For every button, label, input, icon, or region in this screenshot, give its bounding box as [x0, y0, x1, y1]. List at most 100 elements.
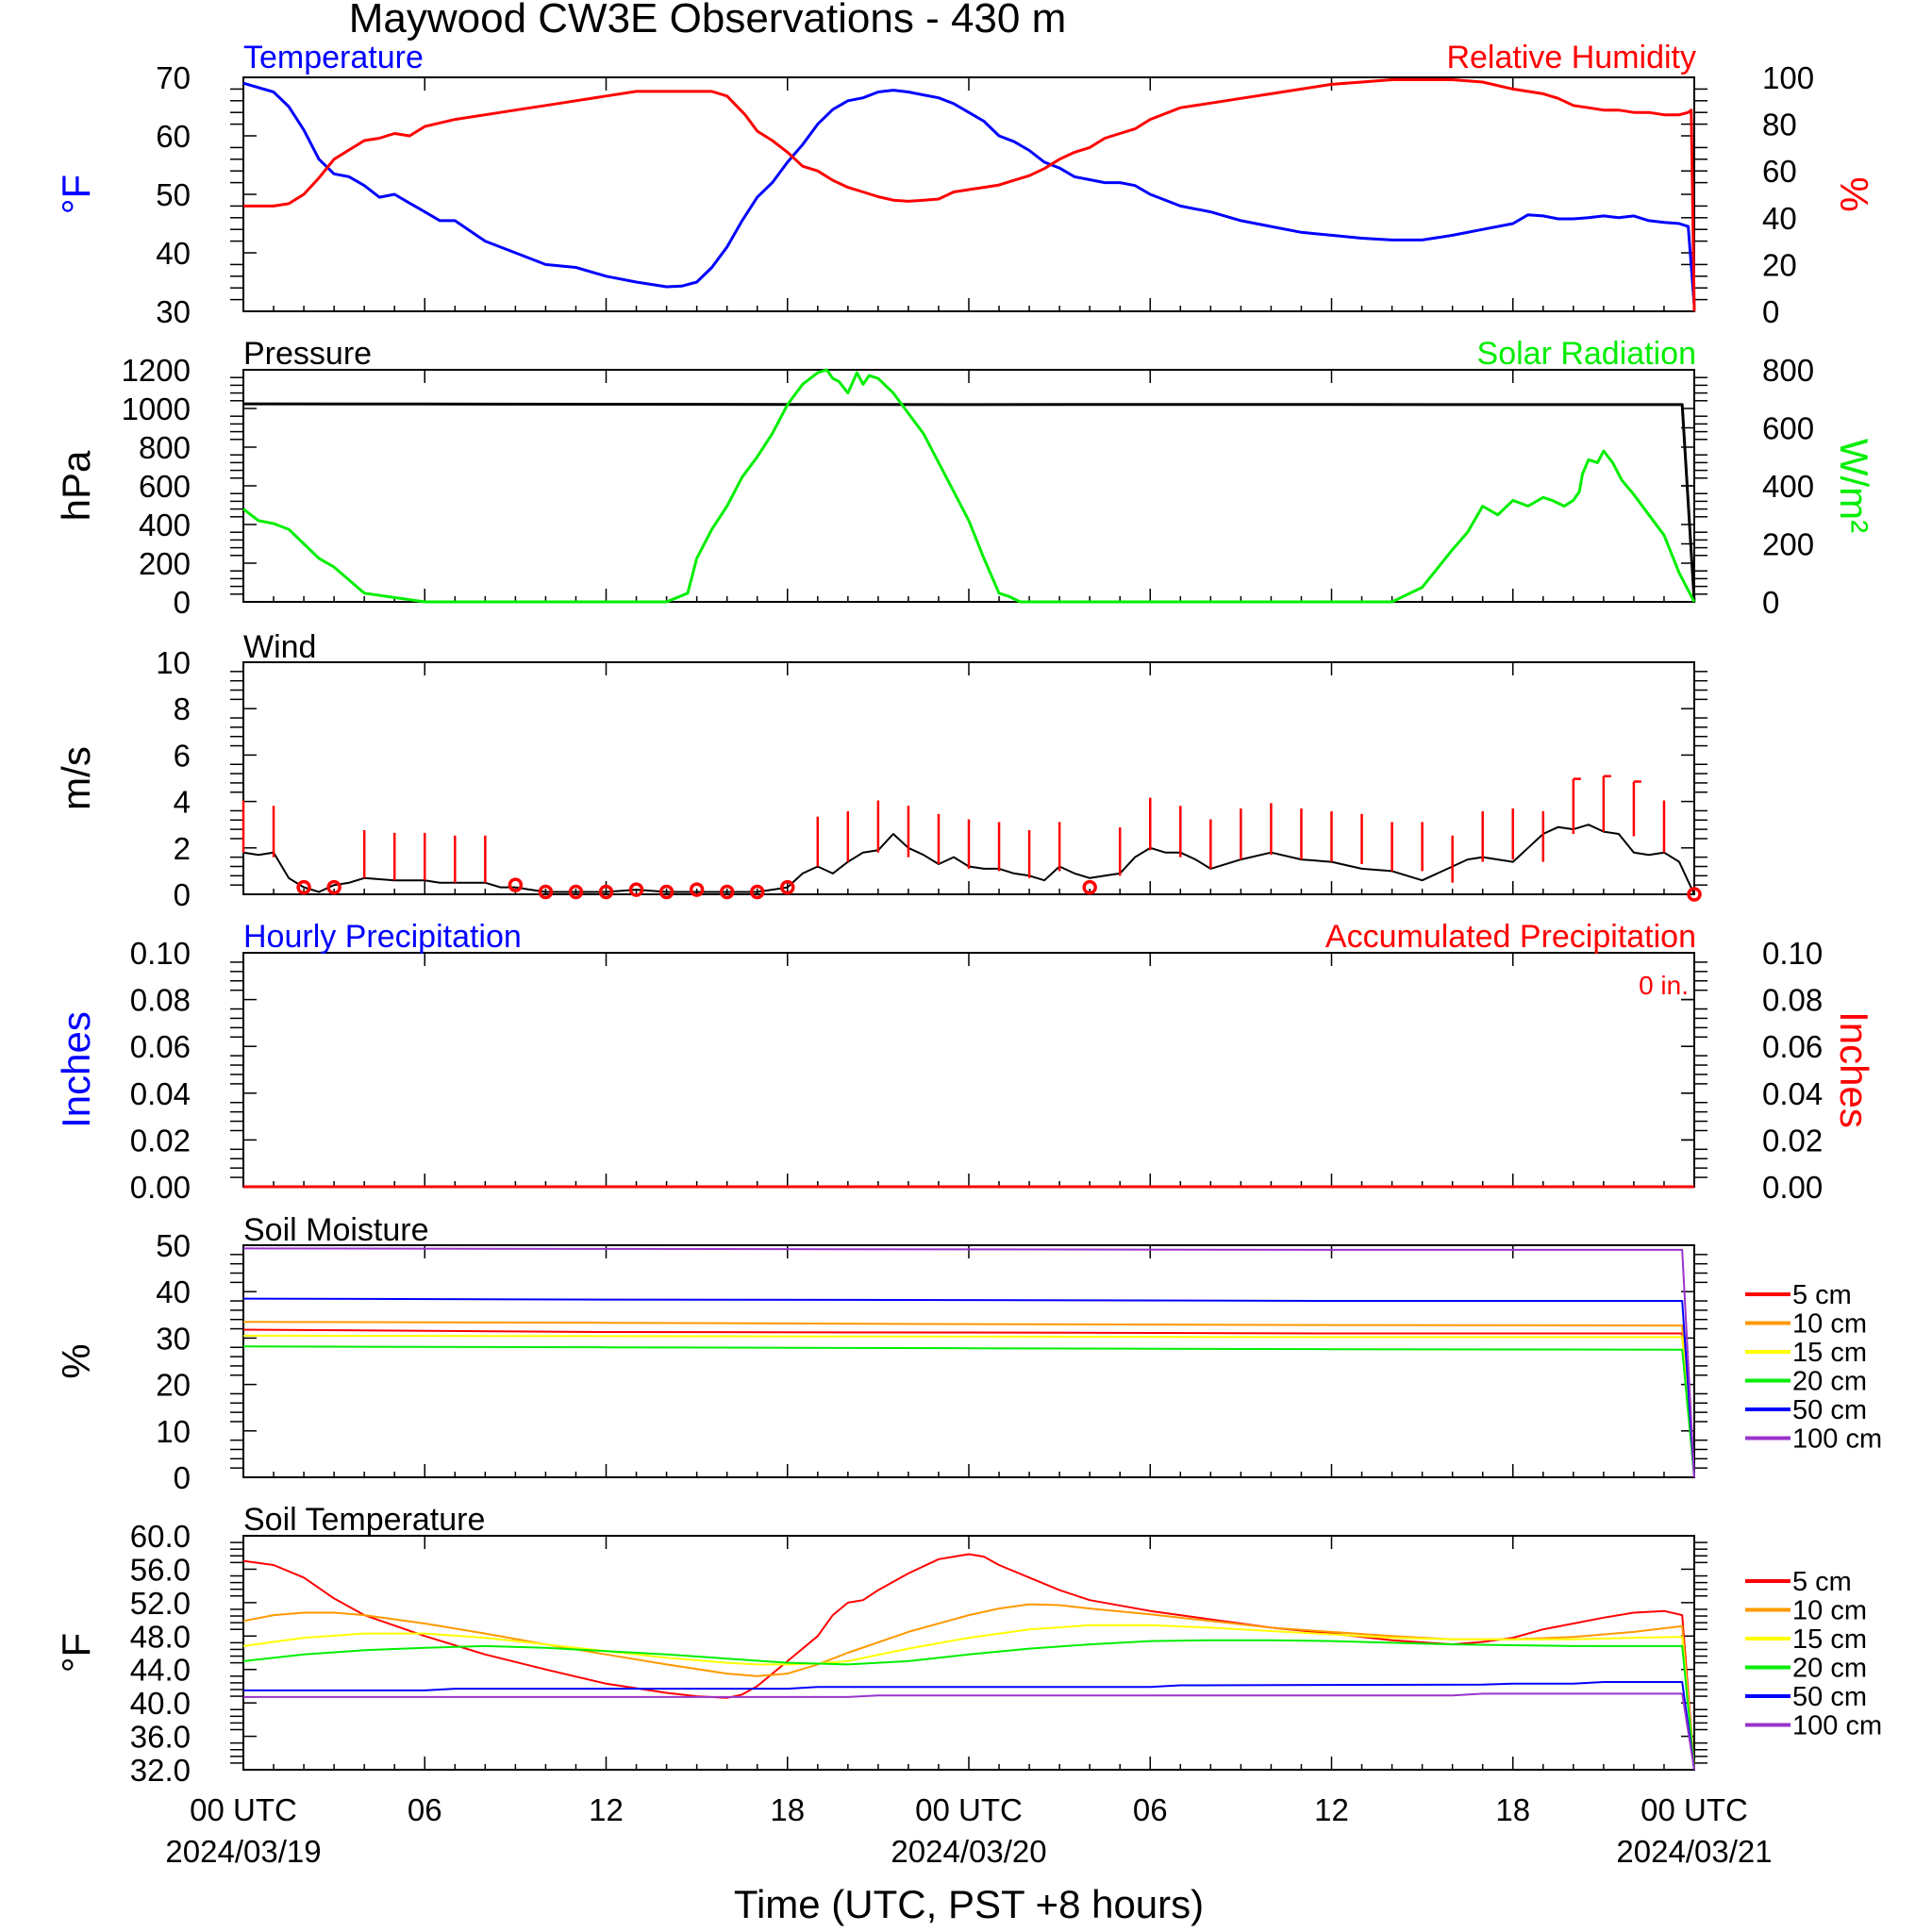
- series-line-50 cm: [242, 1297, 1695, 1478]
- y-tick-label: 0.04: [130, 1076, 191, 1111]
- wind-calm-mark: [568, 884, 584, 900]
- y-tick-label: 8: [174, 691, 191, 726]
- legend-label: 20 cm: [1792, 1367, 1867, 1397]
- y-tick-label: 4: [174, 785, 191, 820]
- panel-right-unit: %: [1832, 176, 1876, 211]
- y2-tick-label: 40: [1762, 201, 1797, 236]
- x-date-label: 2024/03/21: [1616, 1834, 1772, 1869]
- y-tick-label: 70: [156, 60, 191, 95]
- x-tick-label: 12: [589, 1792, 624, 1827]
- legend-label: 5 cm: [1792, 1567, 1852, 1597]
- series-line-5 cm: [242, 1553, 1695, 1771]
- wind-calm-mark: [598, 884, 614, 900]
- wind-calm-mark: [1082, 879, 1097, 895]
- y-tick-label: 6: [174, 738, 191, 773]
- series-line-Relative Humidity: [243, 78, 1696, 312]
- y-tick-label: 10: [156, 645, 191, 680]
- series-line-20 cm: [242, 1639, 1695, 1771]
- legend-label: 50 cm: [1792, 1682, 1867, 1712]
- y2-tick-label: 0.04: [1762, 1076, 1823, 1111]
- y-tick-label: 0.10: [130, 936, 191, 971]
- panel-frame: [242, 1244, 1695, 1478]
- y2-tick-label: 0.02: [1762, 1123, 1823, 1158]
- wind-calm-mark: [689, 882, 705, 897]
- wind-calm-mark: [719, 884, 735, 900]
- series-line-Pressure: [242, 402, 1696, 603]
- wind-calm-mark: [508, 877, 524, 892]
- y-tick-label: 40.0: [130, 1686, 191, 1721]
- y2-tick-label: 0.00: [1762, 1170, 1823, 1205]
- panel-left-unit: m/s: [54, 746, 98, 810]
- y-tick-label: 0: [174, 877, 191, 912]
- x-tick-label: 00 UTC: [190, 1792, 297, 1827]
- series-line-Temperature: [242, 81, 1696, 306]
- legend-label: 100 cm: [1792, 1424, 1882, 1455]
- y-tick-label: 56.0: [130, 1552, 191, 1587]
- panel-frame: [242, 1535, 1695, 1771]
- y2-tick-label: 60: [1762, 154, 1797, 189]
- y-tick-label: 40: [156, 236, 191, 271]
- legend-label: 5 cm: [1792, 1280, 1852, 1310]
- series-line-100 cm: [242, 1247, 1695, 1478]
- x-date-label: 2024/03/19: [165, 1834, 321, 1869]
- y-tick-label: 0: [174, 1460, 191, 1495]
- y-tick-label: 10: [156, 1414, 191, 1449]
- y-tick-label: 40: [156, 1274, 191, 1309]
- series-line-10 cm: [242, 1321, 1695, 1478]
- y2-tick-label: 20: [1762, 247, 1797, 282]
- panel-precip: 0.10 0.08 0.06 0.04 0.02 0.00 0.10 0.08 0.06 0.04…: [54, 919, 1876, 1205]
- panel-soil_temp: 60.056.052.048.044.040.036.032.0 Soil Tem…: [54, 1502, 1882, 1788]
- panel-left-unit: %: [54, 1343, 98, 1378]
- panel-left-title: Hourly Precipitation: [243, 919, 522, 955]
- x-tick-label: 12: [1314, 1792, 1349, 1827]
- y2-tick-label: 0.06: [1762, 1029, 1823, 1064]
- y2-tick-label: 80: [1762, 108, 1797, 142]
- panel-left-unit: Inches: [54, 1011, 98, 1128]
- y-tick-label: 20: [156, 1368, 191, 1403]
- y-tick-label: 60: [156, 119, 191, 154]
- legend-label: 100 cm: [1792, 1711, 1882, 1741]
- x-axis-title: Time (UTC, PST +8 hours): [734, 1882, 1204, 1926]
- y-tick-label: 1200: [122, 353, 191, 388]
- panel-left-unit: hPa: [54, 450, 98, 521]
- legend-label: 20 cm: [1792, 1654, 1867, 1684]
- series-line-50 cm: [243, 1681, 1695, 1771]
- y-tick-label: 36.0: [130, 1720, 191, 1755]
- series-line-5 cm: [242, 1328, 1695, 1478]
- y-tick-label: 0.06: [130, 1029, 191, 1064]
- x-tick-label: 00 UTC: [1641, 1792, 1748, 1827]
- y-tick-label: 30: [156, 1321, 191, 1356]
- legend-label: 15 cm: [1792, 1624, 1867, 1655]
- y2-tick-label: 100: [1762, 60, 1814, 95]
- y-tick-label: 50: [156, 177, 191, 212]
- precip-total-label: 0 in.: [1639, 971, 1689, 1000]
- series-line-100 cm: [243, 1692, 1695, 1771]
- x-tick-label: 18: [770, 1792, 805, 1827]
- x-tick-label: 00 UTC: [915, 1792, 1023, 1827]
- series-line-Solar Radiation: [242, 368, 1696, 604]
- panel-frame: [242, 952, 1695, 1188]
- y-tick-label: 52.0: [130, 1586, 191, 1621]
- panel-left-title: Wind: [243, 629, 316, 665]
- wind-calm-mark: [1687, 887, 1702, 902]
- y-tick-label: 1000: [122, 391, 191, 426]
- y2-tick-label: 0: [1762, 585, 1779, 620]
- panel-right-title: Solar Radiation: [1477, 336, 1696, 372]
- panel-right-title: Accumulated Precipitation: [1325, 919, 1696, 955]
- panel-left-title: Pressure: [243, 336, 372, 372]
- wind-calm-mark: [749, 884, 765, 900]
- legend-label: 10 cm: [1792, 1309, 1867, 1340]
- x-tick-label: 18: [1495, 1792, 1530, 1827]
- y-tick-label: 0.08: [130, 983, 191, 1018]
- y2-tick-label: 0: [1762, 294, 1779, 329]
- y-tick-label: 30: [156, 294, 191, 329]
- y2-tick-label: 0.10: [1762, 936, 1823, 971]
- y-tick-label: 600: [139, 469, 191, 504]
- y-tick-label: 50: [156, 1228, 191, 1263]
- y2-tick-label: 600: [1762, 411, 1814, 446]
- wind-calm-mark: [628, 882, 644, 897]
- panel-right-unit: W/m²: [1832, 439, 1876, 533]
- legend-label: 10 cm: [1792, 1596, 1867, 1626]
- panel-temp: 70 60 50 40 30 100 80 60 40 20 0 Temperature Relativ…: [54, 40, 1876, 329]
